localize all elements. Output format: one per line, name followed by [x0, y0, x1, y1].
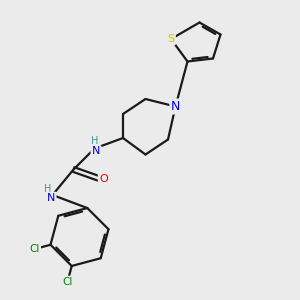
Text: Cl: Cl	[62, 277, 73, 287]
Text: Cl: Cl	[29, 244, 40, 254]
Text: N: N	[171, 100, 180, 113]
Text: N: N	[92, 146, 100, 157]
Text: H: H	[91, 136, 98, 146]
Text: N: N	[47, 193, 55, 203]
Text: S: S	[167, 34, 175, 44]
Text: O: O	[99, 173, 108, 184]
Text: H: H	[44, 184, 52, 194]
